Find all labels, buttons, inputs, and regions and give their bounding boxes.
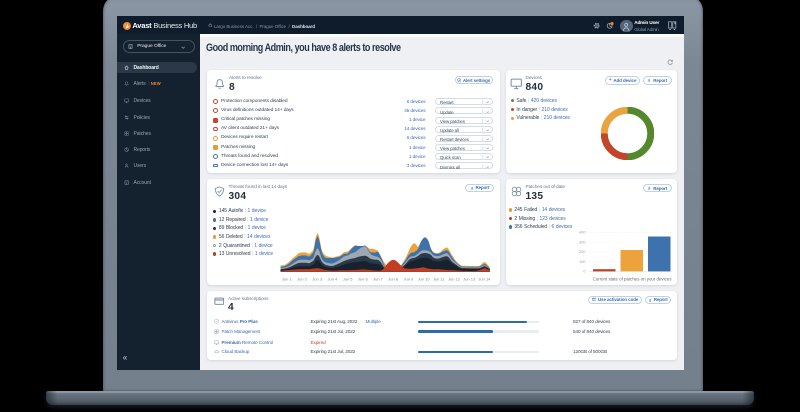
svg-text:200: 200 (579, 250, 585, 254)
svg-text:400: 400 (579, 231, 585, 235)
svg-text:Jun 7: Jun 7 (373, 277, 384, 282)
svg-text:Jun 12: Jun 12 (448, 277, 461, 282)
svg-text:Jun 6: Jun 6 (358, 277, 369, 282)
svg-text:Jun 10: Jun 10 (418, 277, 431, 282)
svg-text:Jun 8: Jun 8 (388, 277, 399, 282)
svg-text:Jun 14: Jun 14 (478, 277, 491, 282)
svg-text:Jun 11: Jun 11 (433, 277, 445, 282)
svg-text:Jun 3: Jun 3 (312, 277, 323, 282)
svg-text:100: 100 (579, 260, 585, 264)
svg-text:Jun 2: Jun 2 (297, 277, 308, 282)
svg-text:300: 300 (579, 240, 585, 244)
svg-text:Jun 1: Jun 1 (282, 277, 293, 282)
svg-text:Jun 13: Jun 13 (463, 277, 476, 282)
svg-text:Jun 9: Jun 9 (404, 277, 415, 282)
svg-text:Current state of patches on yo: Current state of patches on your devices (593, 276, 673, 281)
svg-text:Jun 5: Jun 5 (343, 277, 354, 282)
svg-text:Jun 4: Jun 4 (328, 277, 339, 282)
svg-text:0: 0 (583, 270, 585, 274)
